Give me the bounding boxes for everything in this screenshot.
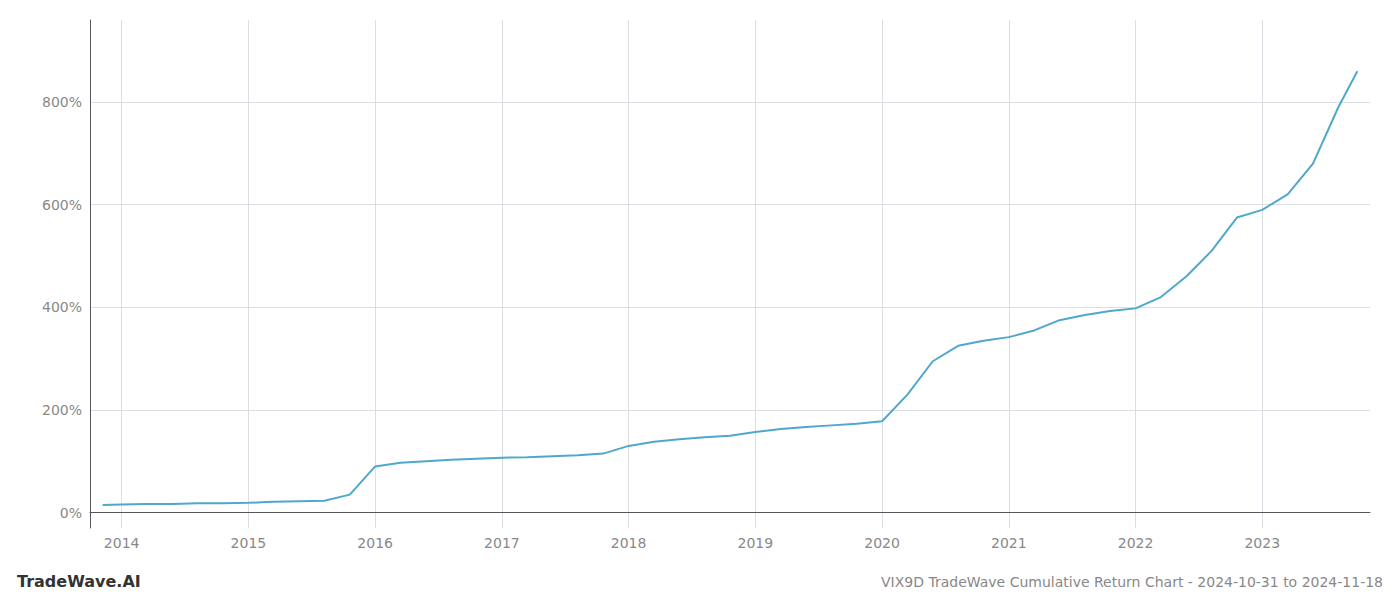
svg-text:600%: 600% bbox=[42, 197, 82, 213]
svg-text:2015: 2015 bbox=[231, 535, 267, 551]
svg-text:200%: 200% bbox=[42, 402, 82, 418]
svg-text:2019: 2019 bbox=[738, 535, 774, 551]
svg-text:VIX9D TradeWave Cumulative Ret: VIX9D TradeWave Cumulative Return Chart … bbox=[881, 574, 1383, 590]
svg-text:2018: 2018 bbox=[611, 535, 647, 551]
svg-text:2016: 2016 bbox=[357, 535, 393, 551]
svg-text:0%: 0% bbox=[60, 505, 82, 521]
svg-text:2014: 2014 bbox=[104, 535, 140, 551]
svg-text:TradeWave.AI: TradeWave.AI bbox=[17, 572, 141, 591]
svg-text:800%: 800% bbox=[42, 94, 82, 110]
svg-text:2021: 2021 bbox=[991, 535, 1027, 551]
svg-text:2020: 2020 bbox=[864, 535, 900, 551]
svg-text:2023: 2023 bbox=[1244, 535, 1280, 551]
svg-text:400%: 400% bbox=[42, 299, 82, 315]
svg-text:2022: 2022 bbox=[1118, 535, 1154, 551]
svg-text:2017: 2017 bbox=[484, 535, 520, 551]
